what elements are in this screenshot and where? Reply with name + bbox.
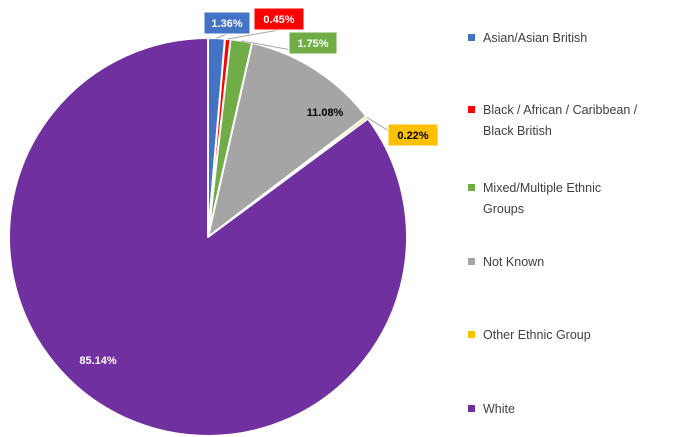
- pie-slice-5: [8, 37, 408, 437]
- legend-swatch-1: [468, 106, 475, 113]
- legend-label-1: Black / African / Caribbean /: [483, 103, 638, 117]
- legend-swatch-2: [468, 184, 475, 191]
- leader-line-1: [227, 29, 280, 40]
- legend-swatch-5: [468, 405, 475, 412]
- legend-label-4: Other Ethnic Group: [483, 328, 591, 342]
- data-label-1: 0.45%: [263, 14, 294, 26]
- pie-slices: [8, 37, 408, 437]
- leader-line-0: [216, 33, 228, 39]
- data-label-box-2: [288, 31, 338, 55]
- legend-label-3: Not Known: [483, 255, 544, 269]
- legend-swatch-0: [468, 34, 475, 41]
- data-label-box-0: [203, 11, 251, 35]
- legend-label-1-line-1: Black British: [483, 124, 552, 138]
- pie-slice-3: [207, 41, 368, 238]
- data-label-box-1: [253, 7, 305, 31]
- legend-label-0: Asian/Asian British: [483, 31, 587, 45]
- legend-label-2-line-1: Groups: [483, 202, 524, 216]
- legend-label-2: Mixed/Multiple Ethnic: [483, 181, 601, 195]
- legend-label-5: White: [483, 402, 515, 416]
- data-label-5: 85.14%: [79, 355, 117, 367]
- legend: Asian/Asian British Black / African / Car…: [468, 31, 638, 416]
- legend-swatch-4: [468, 331, 475, 338]
- data-label-4: 0.22%: [397, 130, 428, 142]
- data-label-0: 1.36%: [211, 18, 242, 30]
- legend-swatch-3: [468, 258, 475, 265]
- data-label-2: 1.75%: [297, 38, 328, 50]
- data-labels: 1.36% 0.45%1.75% 11.08% 0.22% 85.14%: [79, 7, 439, 367]
- data-label-3: 11.08%: [307, 107, 344, 119]
- data-label-box-4: [387, 123, 439, 147]
